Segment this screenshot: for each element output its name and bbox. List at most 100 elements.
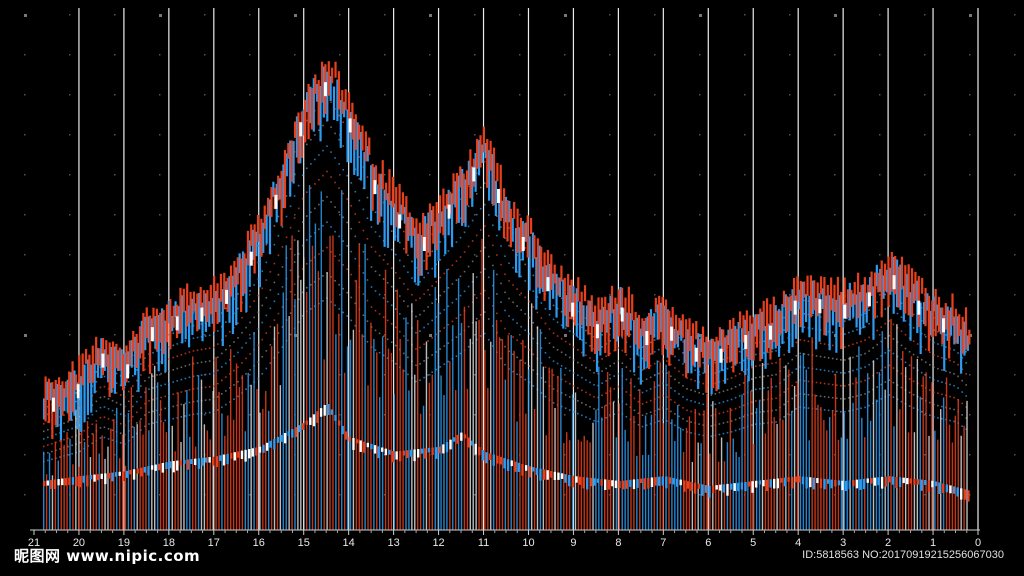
bar-mark	[390, 200, 393, 226]
bar-mark	[939, 307, 942, 335]
bar-mark	[519, 359, 521, 530]
bar-mark	[789, 295, 792, 311]
fill-dot	[835, 384, 838, 386]
fill-dot	[965, 361, 968, 364]
fill-dot	[504, 309, 506, 312]
fill-dot	[649, 423, 652, 425]
bar-mark	[409, 449, 413, 457]
grid-dot	[474, 134, 476, 136]
fill-dot	[257, 328, 260, 330]
bar-mark	[135, 333, 138, 369]
fill-dot	[188, 414, 191, 416]
fill-dot	[156, 350, 158, 353]
fill-dot	[674, 424, 676, 427]
fill-dot	[516, 305, 518, 307]
fill-dot	[390, 267, 393, 269]
fill-dot	[629, 358, 632, 360]
fill-dot	[322, 224, 324, 227]
grid-dot	[294, 94, 296, 96]
fill-dot	[738, 384, 741, 386]
fill-dot	[694, 369, 696, 372]
fill-dot	[532, 369, 535, 371]
grid-dot	[789, 14, 791, 16]
fill-dot	[281, 246, 284, 248]
fill-dot	[577, 412, 579, 415]
grid-dot	[474, 214, 476, 216]
fill-dot	[419, 281, 421, 283]
bar-mark	[715, 485, 718, 490]
bar-mark	[618, 481, 621, 489]
fill-dot	[403, 300, 405, 302]
fill-dot	[382, 354, 385, 357]
bar-mark	[563, 443, 565, 530]
fill-dot	[382, 278, 385, 280]
fill-dot	[237, 351, 239, 354]
bar-mark	[93, 363, 96, 394]
bar-mark	[858, 346, 860, 530]
fill-dot	[403, 282, 405, 285]
fill-dot	[330, 276, 332, 278]
fill-dot	[880, 340, 883, 343]
bar-mark	[774, 305, 777, 349]
bar-mark	[552, 273, 555, 299]
bar-mark	[122, 471, 125, 482]
bar-mark	[76, 384, 80, 399]
bar-mark	[793, 300, 797, 315]
bar-mark	[729, 483, 733, 490]
fill-dot	[690, 410, 692, 413]
fill-dot	[722, 358, 725, 361]
bar-mark	[888, 476, 891, 483]
fill-dot	[839, 358, 842, 361]
fill-dot	[435, 351, 438, 353]
fill-dot	[366, 237, 369, 240]
bar-mark	[891, 476, 895, 485]
grid-dot	[159, 494, 161, 496]
grid-dot	[879, 214, 881, 216]
bar-mark	[405, 317, 407, 530]
bar-mark	[247, 449, 251, 459]
fill-dot	[463, 251, 466, 253]
bar-mark	[844, 480, 848, 492]
fill-dot	[670, 422, 672, 424]
fill-dot	[91, 423, 94, 426]
fill-dot	[354, 190, 357, 193]
grid-dot	[564, 334, 567, 337]
fill-dot	[649, 364, 652, 367]
fill-dot	[512, 266, 514, 269]
bar-mark	[209, 284, 212, 315]
bar-mark	[956, 316, 959, 344]
fill-dot	[488, 318, 490, 320]
bar-mark	[211, 297, 214, 324]
bar-mark	[946, 306, 949, 341]
fill-dot	[249, 321, 251, 324]
fill-dot	[330, 101, 332, 104]
bar-mark	[174, 301, 177, 318]
bar-mark	[618, 403, 621, 530]
fill-dot	[152, 351, 154, 354]
grid-dot	[699, 174, 701, 176]
bar-mark	[61, 381, 64, 416]
bar-mark	[761, 311, 764, 359]
grid-dot	[159, 294, 161, 296]
fill-dot	[649, 388, 652, 390]
fill-dot	[467, 325, 470, 328]
fill-dot	[827, 383, 830, 385]
fill-dot	[188, 376, 191, 379]
bar-mark	[84, 349, 88, 364]
fill-dot	[605, 380, 607, 382]
fill-dot	[613, 413, 616, 416]
fill-dot	[528, 365, 531, 367]
fill-dot	[374, 349, 377, 351]
bar-mark	[904, 265, 907, 314]
grid-dot	[834, 14, 837, 17]
bar-mark	[877, 477, 880, 486]
grid-dot	[384, 54, 386, 56]
bar-mark	[301, 423, 305, 430]
fill-dot	[868, 309, 870, 311]
fill-dot	[346, 268, 349, 271]
bar-mark	[859, 479, 862, 490]
bar-mark	[966, 335, 969, 351]
fill-dot	[285, 215, 288, 218]
bar-mark	[456, 434, 459, 444]
bar-mark	[767, 390, 770, 530]
